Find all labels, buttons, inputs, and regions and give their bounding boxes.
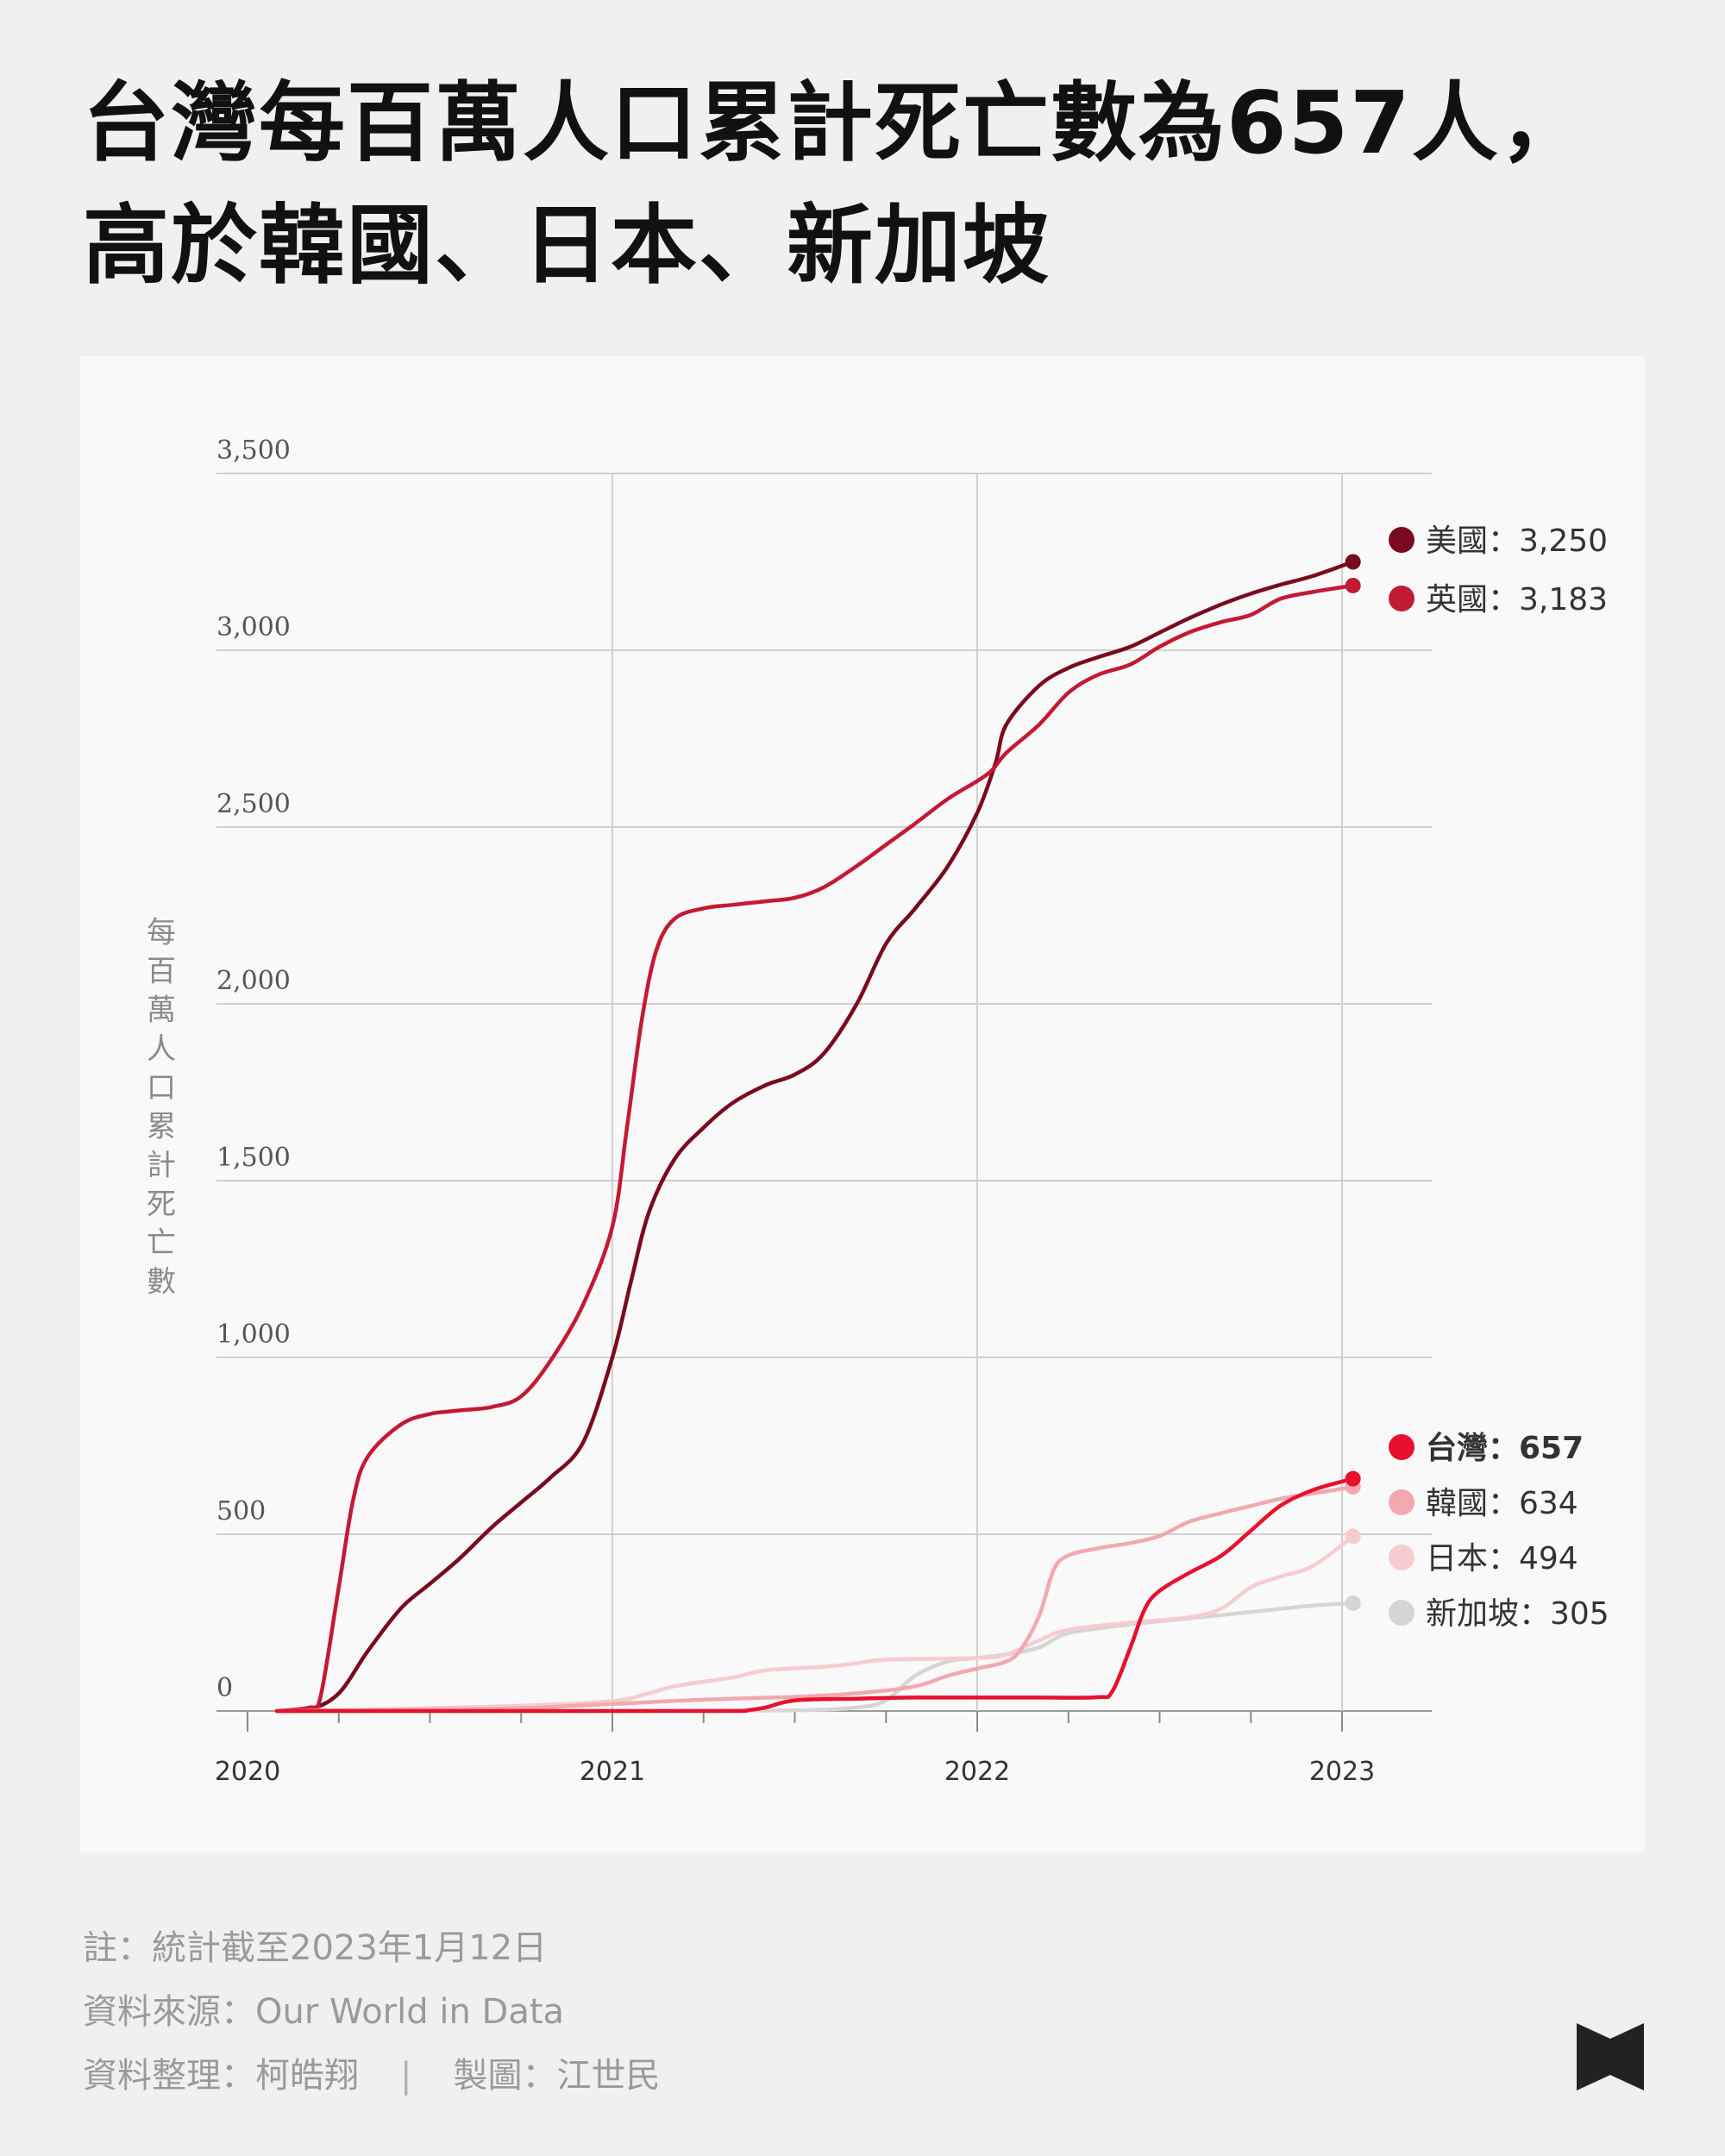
series-5-end-marker bbox=[1345, 1470, 1361, 1487]
y-tick-label: 2,000 bbox=[216, 966, 291, 996]
y-tick-label: 1,000 bbox=[216, 1319, 291, 1350]
y-axis-title-char: 百 bbox=[147, 955, 176, 989]
series-2-legend-label: 新加坡：305 bbox=[1426, 1596, 1609, 1632]
series-1-legend-dot bbox=[1389, 586, 1414, 611]
y-tick-label: 1,500 bbox=[216, 1143, 291, 1173]
footer-notes: 註：統計截至2023年1月12日 資料來源：Our World in Data … bbox=[83, 1916, 660, 2108]
series-5-line bbox=[274, 1476, 1355, 1714]
graphics-by: 製圖：江世民 bbox=[453, 2056, 661, 2096]
series-0-legend-dot bbox=[1389, 527, 1414, 553]
series-2-end-marker bbox=[1345, 1595, 1361, 1611]
x-tick-label: 2021 bbox=[580, 1757, 645, 1787]
y-axis-title-char: 萬 bbox=[147, 993, 176, 1028]
x-tick-label: 2023 bbox=[1309, 1757, 1375, 1787]
y-axis-title-char: 口 bbox=[147, 1071, 176, 1106]
y-tick-label: 3,000 bbox=[216, 612, 291, 642]
y-axis-title-char: 計 bbox=[147, 1149, 176, 1183]
series-5-legend-label: 台灣：657 bbox=[1426, 1431, 1584, 1466]
chart-panel: 0 500 1,000 1,500 2,000 2,500 3,000 3,500 2020 20… bbox=[80, 356, 1645, 1852]
series-1-end-marker bbox=[1345, 577, 1361, 593]
series-0-legend-label: 美國：3,250 bbox=[1426, 523, 1608, 559]
data-source: 資料來源：Our World in Data bbox=[83, 1992, 565, 2032]
title-line-1: 台灣每百萬人口累計死亡數為657人， bbox=[83, 72, 1588, 173]
y-tick-label: 500 bbox=[216, 1496, 266, 1526]
credits: 資料整理：柯皓翔 | 製圖：江世民 bbox=[83, 2044, 660, 2108]
series-0-end-marker bbox=[1345, 554, 1361, 570]
footnote: 註：統計截至2023年1月12日 bbox=[83, 1928, 548, 1968]
series-4-legend-label: 韓國：634 bbox=[1426, 1486, 1578, 1521]
credit-separator: | bbox=[400, 2056, 412, 2096]
series-3-line bbox=[274, 1534, 1355, 1714]
y-axis-title-char: 人 bbox=[147, 1032, 176, 1067]
y-axis-title-char: 死 bbox=[147, 1188, 176, 1222]
x-tick-label: 2022 bbox=[944, 1757, 1010, 1787]
publisher-logo-icon bbox=[1577, 2023, 1644, 2090]
y-axis-title-char: 數 bbox=[147, 1265, 176, 1300]
series-1-line bbox=[274, 583, 1355, 1714]
y-tick-label: 2,500 bbox=[216, 789, 291, 819]
axes: 0 500 1,000 1,500 2,000 2,500 3,000 3,500 2020 20… bbox=[147, 436, 1375, 1787]
chart-title: 台灣每百萬人口累計死亡數為657人， 高於韓國、日本、新加坡 bbox=[83, 62, 1653, 307]
y-axis-title-char: 亡 bbox=[147, 1226, 176, 1261]
series-5-legend-dot bbox=[1389, 1434, 1414, 1460]
line-end-labels: 美國：3,250 英國：3,183 新加坡：305 日本：494 韓國：634 台灣：65… bbox=[1389, 523, 1609, 1632]
series-3-legend-dot bbox=[1389, 1545, 1414, 1570]
line-chart: 0 500 1,000 1,500 2,000 2,500 3,000 3,500 2020 20… bbox=[147, 436, 1609, 1787]
title-line-2: 高於韓國、日本、新加坡 bbox=[83, 195, 1051, 296]
y-axis-title-char: 每 bbox=[147, 916, 176, 950]
x-tick-label: 2020 bbox=[215, 1757, 280, 1787]
series-3-end-marker bbox=[1345, 1528, 1361, 1545]
series-lines bbox=[274, 554, 1361, 1714]
compiled-by: 資料整理：柯皓翔 bbox=[83, 2056, 359, 2096]
y-tick-label: 3,500 bbox=[216, 436, 291, 466]
series-0-line bbox=[274, 560, 1355, 1714]
y-axis-title-char: 累 bbox=[147, 1110, 176, 1144]
series-1-legend-label: 英國：3,183 bbox=[1426, 582, 1608, 617]
series-2-legend-dot bbox=[1389, 1600, 1414, 1626]
series-4-line bbox=[274, 1484, 1355, 1714]
gridlines bbox=[216, 473, 1432, 1712]
y-tick-label: 0 bbox=[216, 1673, 233, 1703]
series-3-legend-label: 日本：494 bbox=[1426, 1541, 1578, 1576]
y-axis-title: 每百萬人口累計死亡數 bbox=[147, 916, 176, 1300]
series-4-legend-dot bbox=[1389, 1489, 1414, 1515]
